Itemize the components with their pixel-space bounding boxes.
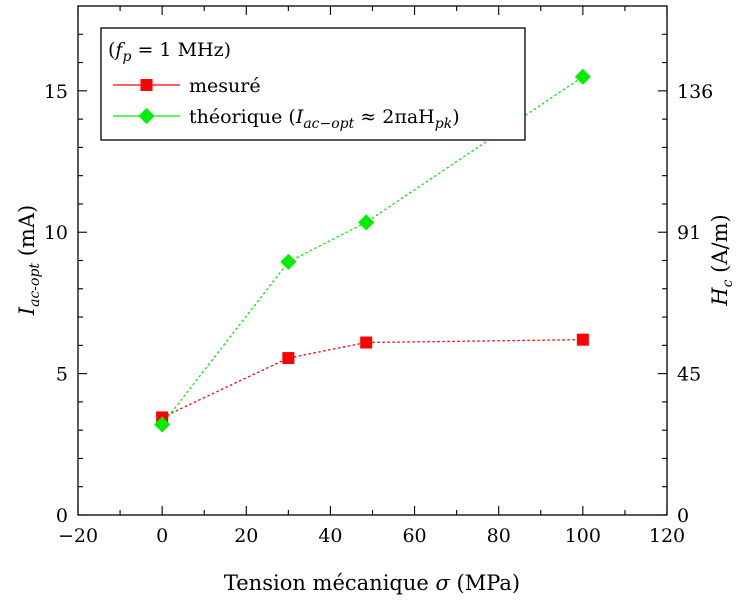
- series-line-0: [161, 339, 583, 419]
- legend-box: [100, 27, 526, 141]
- data-point-theorique: [280, 253, 297, 270]
- series-lines: [161, 76, 584, 425]
- data-point-theorique: [154, 416, 171, 433]
- y-right-tick-label: 91: [677, 222, 701, 244]
- data-point-mesure: [360, 336, 373, 349]
- data-point-theorique: [574, 68, 591, 85]
- y-axis-left-title: Iac-opt (mA): [15, 205, 43, 316]
- y-axis-right-title: Hc (A/m): [708, 214, 736, 306]
- x-tick-label: 0: [156, 525, 168, 547]
- x-axis-title: Tension mécanique σ (MPa): [224, 571, 520, 595]
- x-tick-label: 40: [318, 525, 342, 547]
- x-tick-label: 100: [565, 525, 601, 547]
- y-left-tick-label: 15: [44, 81, 68, 103]
- data-point-mesure: [576, 333, 589, 346]
- data-point-mesure: [282, 352, 295, 365]
- y-left-tick-label: 5: [56, 364, 68, 386]
- legend-marker-theorique: [138, 108, 155, 124]
- series-markers: [154, 68, 591, 433]
- x-tick-label: 60: [402, 525, 426, 547]
- y-left-tick-label: 10: [44, 222, 68, 244]
- legend-label-mesure: mesuré: [189, 75, 261, 97]
- data-point-theorique: [358, 214, 375, 231]
- legend: (fp = 1 MHz) mesuré théorique (Iac−opt ≈…: [100, 27, 526, 141]
- legend-header: (fp = 1 MHz): [108, 39, 231, 65]
- y-right-tick-label: 0: [677, 505, 689, 527]
- y-right-tick-label: 136: [677, 81, 713, 103]
- x-tick-label: 80: [487, 525, 511, 547]
- y-left-tick-label: 0: [56, 505, 68, 527]
- x-tick-label: −20: [58, 525, 98, 547]
- y-right-tick-label: 45: [677, 364, 701, 386]
- legend-marker-mesure: [140, 79, 153, 91]
- x-tick-label: 20: [234, 525, 258, 547]
- x-tick-label: 120: [649, 525, 685, 547]
- legend-label-theorique: théorique (Iac−opt ≈ 2πaHpk): [189, 106, 460, 132]
- axis-ticks: [77, 6, 668, 516]
